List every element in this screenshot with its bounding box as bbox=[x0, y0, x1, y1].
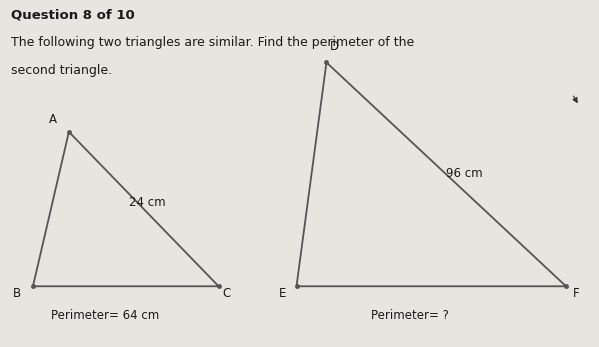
Text: 96 cm: 96 cm bbox=[446, 167, 483, 180]
Text: F: F bbox=[573, 287, 580, 300]
Text: The following two triangles are similar. Find the perimeter of the: The following two triangles are similar.… bbox=[11, 36, 414, 49]
Text: E: E bbox=[279, 287, 286, 300]
Text: A: A bbox=[49, 113, 57, 126]
Text: B: B bbox=[13, 287, 21, 300]
Text: Perimeter= 64 cm: Perimeter= 64 cm bbox=[51, 309, 159, 322]
Text: 24 cm: 24 cm bbox=[129, 196, 165, 210]
Text: Perimeter= ?: Perimeter= ? bbox=[371, 309, 449, 322]
Text: C: C bbox=[222, 287, 231, 300]
Text: Question 8 of 10: Question 8 of 10 bbox=[11, 9, 135, 22]
Text: D: D bbox=[329, 40, 339, 53]
Text: second triangle.: second triangle. bbox=[11, 64, 112, 77]
